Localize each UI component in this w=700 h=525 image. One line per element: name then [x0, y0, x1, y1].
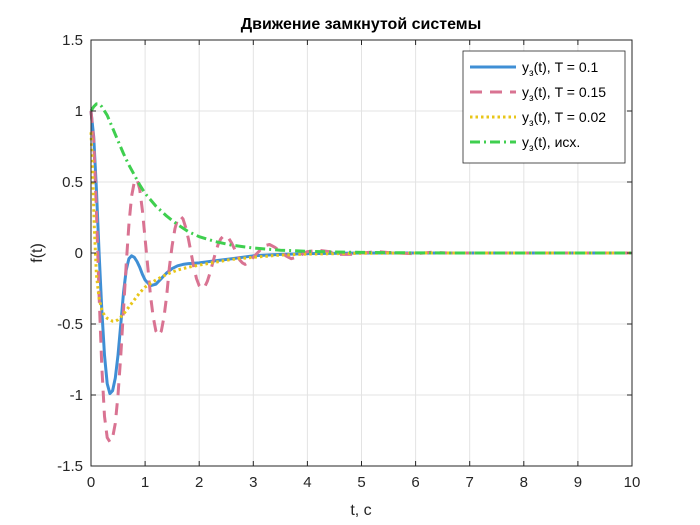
- x-tick-label: 6: [411, 474, 419, 491]
- legend-entry-2: yз(t), T = 0.02: [522, 109, 606, 129]
- x-tick-label: 8: [520, 474, 528, 491]
- legend-entry-1: yз(t), T = 0.15: [522, 84, 606, 104]
- legend-label-sub: з: [529, 93, 534, 104]
- x-tick-label: 2: [195, 474, 203, 491]
- y-tick-label: 0: [75, 245, 83, 262]
- chart-title: Движение замкнутой системы: [241, 16, 482, 33]
- legend-label-sub: з: [529, 68, 534, 79]
- legend-label-sub: з: [529, 118, 534, 129]
- x-axis-label: t, c: [350, 502, 371, 519]
- legend-box: [462, 50, 626, 164]
- x-tick-label: 10: [624, 474, 641, 491]
- ticks: 0 1 2 3 4 5 6 7 8 9 10 -1.5 -1 -0.5 0 0.5 1 1.5: [57, 32, 640, 491]
- series-line-2: [89, 132, 632, 323]
- x-tick-label: 9: [574, 474, 582, 491]
- y-axis-label: f(t): [29, 243, 46, 263]
- series-layer: [89, 102, 632, 444]
- legend-label-rest: (t), T = 0.1: [534, 59, 599, 75]
- x-tick-label: 1: [141, 474, 149, 491]
- legend-label-rest: (t), T = 0.15: [534, 84, 607, 100]
- legend-label-sub: з: [529, 143, 534, 154]
- legend-entry-0: yз(t), T = 0.1: [522, 59, 599, 79]
- x-tick-label: 0: [87, 474, 95, 491]
- x-tick-label: 5: [357, 474, 365, 491]
- y-tick-label: 1: [75, 103, 83, 120]
- y-tick-label: 0.5: [62, 174, 83, 191]
- legend-entry-3: yз(t), исх.: [522, 134, 580, 154]
- series-line-1: [89, 110, 632, 444]
- legend-label-main: y: [522, 109, 529, 125]
- series-line-3: [89, 102, 632, 255]
- y-tick-label: 1.5: [62, 32, 83, 49]
- y-tick-label: -0.5: [57, 316, 83, 333]
- y-tick-label: -1.5: [57, 458, 83, 475]
- legend-label-main: y: [522, 84, 529, 100]
- x-tick-label: 3: [249, 474, 257, 491]
- y-tick-label: -1: [70, 387, 83, 404]
- legend-label-rest: (t), T = 0.02: [534, 109, 607, 125]
- legend-label-main: y: [522, 134, 529, 150]
- legend-label-main: y: [522, 59, 529, 75]
- x-tick-label: 7: [466, 474, 474, 491]
- x-tick-label: 4: [303, 474, 311, 491]
- legend-label-rest: (t), исх.: [534, 134, 581, 150]
